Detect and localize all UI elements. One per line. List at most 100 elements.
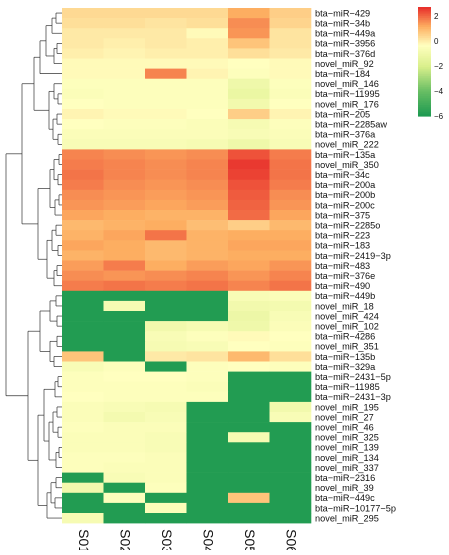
heatmap-cell [103,502,146,514]
colorbar-tick-label: 0 [434,37,439,46]
heatmap-cell [62,472,104,483]
colorbar-segment [418,112,431,115]
heatmap-cell [186,68,229,79]
colorbar-segment [418,92,431,95]
heatmap-cell [186,169,229,180]
colorbar-segment [418,79,431,83]
heatmap-cell [145,240,187,251]
heatmap-cell [228,462,270,473]
column-label: S05 [242,529,258,550]
colorbar-segment [418,7,431,10]
colorbar-segment [418,14,431,17]
heatmap-cell [186,432,229,443]
colorbar-segment [418,57,431,61]
heatmap-cell [103,321,146,332]
heatmap-cell [228,452,270,463]
heatmap-cell [103,452,146,463]
row-label: bta−miR−34b [315,18,370,28]
heatmap-cell [62,381,104,393]
colorbar-segment [418,26,431,30]
heatmap-cell [145,351,187,362]
colorbar-segment [418,90,431,93]
heatmap-cell [269,422,312,433]
heatmap-cell [269,88,312,100]
heatmap-cell [62,300,104,312]
heatmap-cell [186,412,229,423]
heatmap-cell [269,250,312,261]
heatmap-cell [269,78,312,90]
heatmap-cell [103,472,146,483]
heatmap-cell [186,139,229,150]
heatmap-cell [186,381,229,393]
colorbar-segment [418,96,431,99]
heatmap-cell [228,58,270,69]
colorbar-segment [418,8,431,12]
colorbar-segment [418,46,431,50]
heatmap-cell [269,432,312,443]
row-label: novel_miR_92 [315,59,374,69]
heatmap-cell [62,432,104,443]
heatmap-cell [269,462,312,473]
colorbar-segment [418,81,431,84]
colorbar-segment [418,70,431,73]
colorbar-segment [418,16,431,19]
heatmap-cell [269,129,312,140]
heatmap-cell [103,260,146,271]
heatmap-cell [62,452,104,463]
heatmap-cell [145,250,187,261]
heatmap-cell [228,98,270,110]
colorbar-segment [418,76,431,79]
heatmap-cell [269,280,312,292]
heatmap-cell [145,331,187,342]
heatmap-cell [186,8,229,19]
heatmap-cell [145,381,187,393]
heatmap-cell [269,341,312,352]
colorbar-segment [418,105,431,108]
heatmap-cell [228,381,270,393]
heatmap-cell [186,422,229,433]
row-label: bta−miR−200b [315,190,375,200]
row-label: bta−miR−3956 [315,39,375,49]
heatmap-cell [228,119,270,130]
row-label: bta−miR−200a [315,180,376,190]
heatmap-cell [103,513,146,524]
heatmap-cell [103,492,146,504]
heatmap-cell [228,371,270,382]
colorbar-segment [418,110,431,113]
heatmap-cell [186,290,229,302]
heatmap-cell [145,230,187,241]
heatmap-cell [103,391,146,403]
heatmap-cell [62,189,104,201]
heatmap-cell [186,311,229,322]
row-label: novel_miR_195 [315,402,379,412]
row-label: bta−miR−376e [315,271,375,281]
heatmap-cell [269,270,312,281]
heatmap-cell [103,331,146,342]
row-label: novel_miR_146 [315,79,379,89]
heatmap-cell [228,230,270,241]
row-label: bta−miR−200c [315,200,375,210]
heatmap-cell [186,513,229,524]
heatmap-cell [228,109,270,120]
colorbar-segment [418,97,431,101]
heatmap-cell [186,220,229,231]
heatmap-cell [228,311,270,322]
heatmap-cell [186,78,229,90]
heatmap-cell [103,290,146,302]
column-label: S01 [76,529,92,550]
colorbar-segment [418,108,431,112]
heatmap-cell [62,270,104,281]
colorbar-segment [418,39,431,43]
heatmap-cell [228,290,270,302]
row-label: novel_miR_424 [315,311,379,321]
heatmap-cell [103,230,146,241]
row-label: bta−miR−135b [315,352,375,362]
heatmap-cell [145,169,187,180]
heatmap-cell [62,199,104,211]
heatmap-cell [228,18,270,29]
heatmap-cell [62,98,104,110]
heatmap-cell [145,189,187,201]
heatmap-cell [228,502,270,514]
heatmap-cell [228,78,270,90]
heatmap-cell [62,391,104,403]
